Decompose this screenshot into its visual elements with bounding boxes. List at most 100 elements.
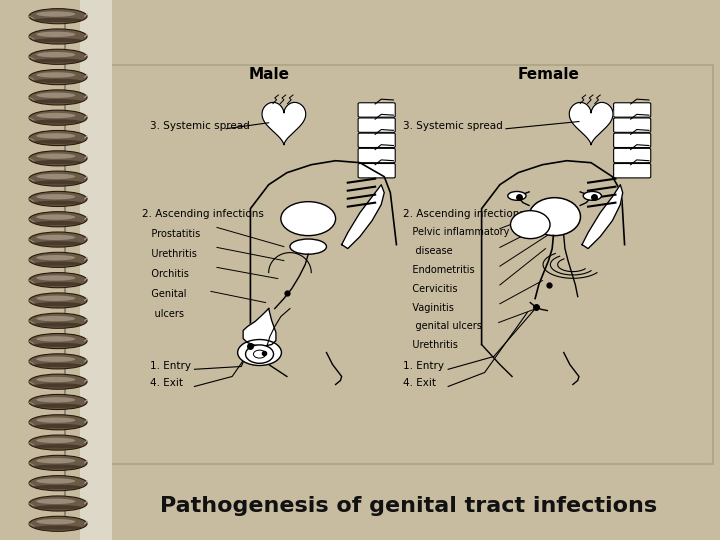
Ellipse shape <box>29 394 87 409</box>
FancyBboxPatch shape <box>358 133 395 147</box>
Ellipse shape <box>528 198 580 235</box>
FancyBboxPatch shape <box>613 103 651 117</box>
Ellipse shape <box>36 498 76 504</box>
Ellipse shape <box>36 11 76 17</box>
Ellipse shape <box>510 211 550 239</box>
Text: Endometritis: Endometritis <box>402 265 474 275</box>
Ellipse shape <box>29 232 87 247</box>
Ellipse shape <box>35 464 81 469</box>
FancyBboxPatch shape <box>613 133 651 147</box>
Text: disease: disease <box>402 246 452 256</box>
Ellipse shape <box>35 343 81 347</box>
Ellipse shape <box>35 140 81 144</box>
Ellipse shape <box>508 192 526 200</box>
Ellipse shape <box>29 354 87 369</box>
Ellipse shape <box>35 241 81 246</box>
Ellipse shape <box>36 255 76 260</box>
Ellipse shape <box>36 214 76 220</box>
Text: genital ulcers: genital ulcers <box>402 321 482 332</box>
Ellipse shape <box>29 70 87 85</box>
Ellipse shape <box>36 519 76 524</box>
FancyBboxPatch shape <box>613 118 651 132</box>
Text: Orchitis: Orchitis <box>142 268 189 279</box>
Ellipse shape <box>35 79 81 83</box>
Ellipse shape <box>35 363 81 367</box>
Ellipse shape <box>29 313 87 328</box>
Text: 1. Entry: 1. Entry <box>402 361 444 372</box>
Text: Genital: Genital <box>142 288 186 299</box>
Ellipse shape <box>35 221 81 225</box>
FancyBboxPatch shape <box>358 118 395 132</box>
Text: 2. Ascending infections: 2. Ascending infections <box>402 208 524 219</box>
Ellipse shape <box>36 194 76 199</box>
Ellipse shape <box>36 438 76 443</box>
Ellipse shape <box>29 110 87 125</box>
Ellipse shape <box>29 252 87 267</box>
Ellipse shape <box>36 133 76 139</box>
Ellipse shape <box>36 295 76 301</box>
Ellipse shape <box>35 424 81 428</box>
FancyBboxPatch shape <box>613 164 651 178</box>
Ellipse shape <box>35 525 81 530</box>
Text: Cervicitis: Cervicitis <box>402 284 457 294</box>
Ellipse shape <box>35 18 81 22</box>
Ellipse shape <box>35 444 81 449</box>
Ellipse shape <box>35 160 81 164</box>
Ellipse shape <box>290 239 326 254</box>
Ellipse shape <box>29 455 87 470</box>
Text: Male: Male <box>248 67 289 82</box>
Ellipse shape <box>36 72 76 78</box>
Ellipse shape <box>36 174 76 179</box>
Ellipse shape <box>29 334 87 349</box>
Text: Pathogenesis of genital tract infections: Pathogenesis of genital tract infections <box>160 496 657 516</box>
Ellipse shape <box>36 316 76 321</box>
Ellipse shape <box>29 9 87 24</box>
Ellipse shape <box>36 235 76 240</box>
Ellipse shape <box>35 58 81 63</box>
Ellipse shape <box>35 485 81 489</box>
Polygon shape <box>582 185 623 248</box>
Ellipse shape <box>36 478 76 484</box>
Polygon shape <box>570 103 613 145</box>
Text: 1. Entry: 1. Entry <box>150 361 191 372</box>
Ellipse shape <box>29 273 87 288</box>
Ellipse shape <box>29 212 87 227</box>
Ellipse shape <box>35 302 81 306</box>
Text: Female: Female <box>518 67 580 82</box>
Ellipse shape <box>35 119 81 124</box>
Ellipse shape <box>36 275 76 281</box>
Ellipse shape <box>29 191 87 206</box>
Polygon shape <box>262 103 306 145</box>
Ellipse shape <box>36 417 76 423</box>
Ellipse shape <box>36 397 76 402</box>
Circle shape <box>253 350 266 358</box>
Ellipse shape <box>36 113 76 118</box>
FancyBboxPatch shape <box>613 148 651 163</box>
Ellipse shape <box>36 52 76 57</box>
Ellipse shape <box>29 90 87 105</box>
Ellipse shape <box>35 38 81 43</box>
Ellipse shape <box>35 99 81 103</box>
Ellipse shape <box>36 32 76 37</box>
Ellipse shape <box>35 403 81 408</box>
Ellipse shape <box>35 322 81 327</box>
Ellipse shape <box>29 293 87 308</box>
Ellipse shape <box>36 336 76 342</box>
Ellipse shape <box>29 29 87 44</box>
Text: Urethritis: Urethritis <box>402 340 457 350</box>
Text: Vaginitis: Vaginitis <box>402 302 454 313</box>
Ellipse shape <box>29 435 87 450</box>
FancyBboxPatch shape <box>358 103 395 117</box>
Text: 3. Systemic spread: 3. Systemic spread <box>150 121 250 131</box>
Ellipse shape <box>29 516 87 531</box>
Ellipse shape <box>35 505 81 509</box>
FancyBboxPatch shape <box>358 148 395 163</box>
Ellipse shape <box>35 200 81 205</box>
Ellipse shape <box>35 282 81 286</box>
Circle shape <box>246 345 274 363</box>
Polygon shape <box>342 185 384 248</box>
Ellipse shape <box>29 49 87 64</box>
Ellipse shape <box>29 476 87 491</box>
Ellipse shape <box>281 201 336 235</box>
Ellipse shape <box>35 180 81 185</box>
